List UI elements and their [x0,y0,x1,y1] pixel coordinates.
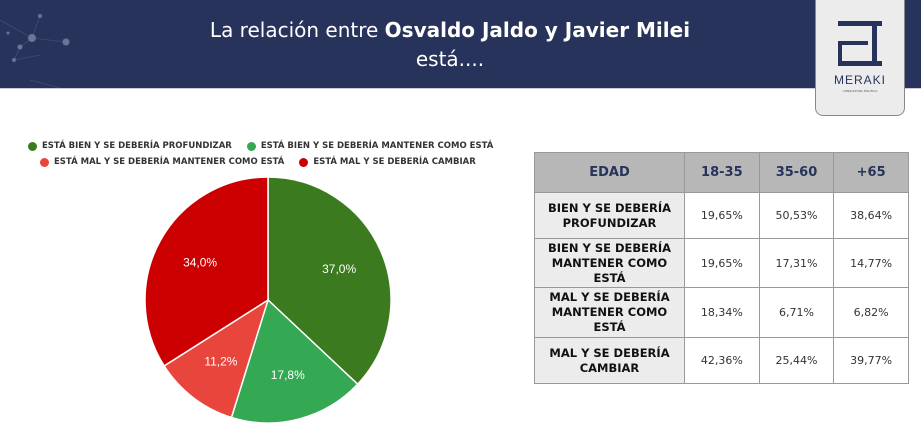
table-row: MAL Y SE DEBERÍA CAMBIAR 42,36% 25,44% 3… [534,337,909,384]
table-row: BIEN Y SE DEBERÍA PROFUNDIZAR 19,65% 50,… [534,192,909,239]
legend-dot-icon [246,141,256,151]
network-decoration-icon [0,13,70,88]
legend-label: ESTÁ MAL Y SE DEBERÍA CAMBIAR [313,157,476,167]
header: La relación entre Osvaldo Jaldo y Javier… [0,0,921,89]
row-label: BIEN Y SE DEBERÍA MANTENER COMO ESTÁ [534,238,685,288]
table-cell: 17,31% [758,238,835,288]
pie-slice [144,176,269,367]
pie-data-label: 34,0% [183,256,217,270]
pie-chart: 37,0% 17,8% 11,2% 34,0% [144,176,392,424]
table-cell: 39,77% [833,337,909,384]
table-header: 35-60 [758,152,835,193]
legend-item: ESTÁ BIEN Y SE DEBERÍA PROFUNDIZAR [28,138,232,154]
legend-label: ESTÁ MAL Y SE DEBERÍA MANTENER COMO ESTÁ [54,157,285,167]
title-prefix: La relación entre [209,18,385,42]
table-row: MAL Y SE DEBERÍA MANTENER COMO ESTÁ 18,3… [534,287,909,338]
row-label: MAL Y SE DEBERÍA MANTENER COMO ESTÁ [534,287,685,338]
table-header: 18-35 [684,152,760,193]
row-label: MAL Y SE DEBERÍA CAMBIAR [534,337,685,384]
page-title: La relación entre Osvaldo Jaldo y Javier… [130,16,770,74]
table-cell: 42,36% [684,337,760,384]
legend-dot-icon [28,141,37,151]
table-header-row: EDAD 18-35 35-60 +65 [534,152,909,193]
title-line2: está.... [415,47,485,71]
table-cell: 18,34% [684,287,760,338]
pie-slice [163,298,270,419]
title-bold: Osvaldo Jaldo y Javier Milei [384,18,691,42]
table-header: +65 [833,152,909,193]
pie-data-label: 17,8% [271,368,305,382]
table-cell: 6,82% [833,287,909,338]
pie-slice [267,176,392,386]
chart-legend: ESTÁ BIEN Y SE DEBERÍA PROFUNDIZAR ESTÁ … [28,138,505,170]
table-cell: 19,65% [684,192,760,239]
table-header: EDAD [534,152,685,193]
table-cell: 50,53% [758,192,835,239]
pie-data-label: 11,2% [204,355,237,369]
pie-data-label: 37,0% [322,262,356,276]
logo-mark-icon [838,21,882,66]
pie-slice [230,298,359,424]
logo-subtitle: CONSULTORA POLITICA [842,89,878,93]
table-cell: 14,77% [833,238,909,288]
table-cell: 6,71% [758,287,835,338]
table-cell: 19,65% [684,238,760,288]
legend-dot-icon [40,157,49,167]
meraki-logo: MERAKI CONSULTORA POLITICA [815,0,905,116]
logo-text: MERAKI [833,73,886,87]
row-label: BIEN Y SE DEBERÍA PROFUNDIZAR [534,192,685,239]
table-cell: 38,64% [833,192,909,239]
age-table: EDAD 18-35 35-60 +65 BIEN Y SE DEBERÍA P… [534,152,909,384]
legend-label: ESTÁ BIEN Y SE DEBERÍA PROFUNDIZAR [42,141,232,151]
legend-item: ESTÁ MAL Y SE DEBERÍA CAMBIAR [299,154,476,170]
legend-item: ESTÁ MAL Y SE DEBERÍA MANTENER COMO ESTÁ [40,154,284,170]
legend-label: ESTÁ BIEN Y SE DEBERÍA MANTENER COMO EST… [260,141,494,151]
table-cell: 25,44% [758,337,835,384]
table-row: BIEN Y SE DEBERÍA MANTENER COMO ESTÁ 19,… [534,238,909,288]
legend-item: ESTÁ BIEN Y SE DEBERÍA MANTENER COMO EST… [246,138,494,154]
legend-dot-icon [299,157,309,167]
